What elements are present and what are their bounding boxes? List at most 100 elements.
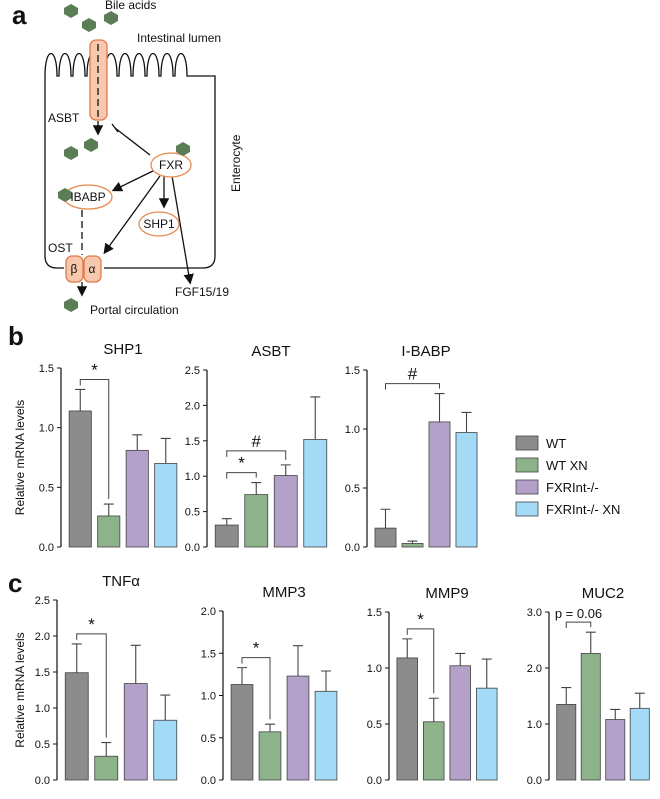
significance-label: * bbox=[417, 610, 424, 629]
bar bbox=[153, 719, 178, 781]
error-bar bbox=[461, 411, 472, 433]
bar bbox=[401, 543, 424, 548]
bar bbox=[455, 432, 478, 548]
shp1-node bbox=[138, 211, 180, 237]
error-bar bbox=[221, 518, 232, 526]
error-bar bbox=[585, 631, 596, 654]
significance-label: # bbox=[408, 365, 418, 384]
significance-label: * bbox=[91, 360, 98, 379]
y-tick-label: 0.0 bbox=[35, 775, 50, 787]
bar bbox=[286, 675, 310, 781]
legend-label: WT XN bbox=[546, 458, 588, 473]
y-tick-label: 2.0 bbox=[201, 606, 216, 618]
y-tick-label: 0.5 bbox=[345, 483, 360, 495]
bar bbox=[273, 475, 298, 548]
error-bar bbox=[160, 437, 171, 464]
label: β bbox=[71, 262, 78, 276]
y-axis-label: Relative mRNA levels bbox=[13, 632, 27, 747]
bar bbox=[64, 672, 89, 781]
label: ASBT bbox=[48, 111, 80, 125]
significance-label: * bbox=[253, 639, 260, 658]
error-bar bbox=[280, 464, 291, 476]
y-tick-label: 0.0 bbox=[345, 542, 360, 554]
fxr-node bbox=[150, 152, 192, 178]
error-bar bbox=[293, 645, 303, 677]
y-tick-label: 0.5 bbox=[185, 507, 200, 519]
significance-label: * bbox=[238, 454, 245, 473]
label: SHP1 bbox=[143, 217, 175, 231]
arrow bbox=[111, 169, 156, 192]
y-tick-label: 1.0 bbox=[367, 663, 382, 675]
y-tick-label: 1.5 bbox=[201, 648, 216, 660]
legend-swatch bbox=[515, 501, 539, 517]
error-bar bbox=[455, 652, 466, 666]
legend-swatch bbox=[515, 457, 539, 473]
legend-swatch bbox=[515, 479, 539, 495]
y-tick-label: 0.5 bbox=[35, 739, 50, 751]
legend-label: FXRInt-/- XN bbox=[546, 502, 620, 517]
label: IBABP bbox=[70, 190, 105, 204]
error-bar bbox=[321, 670, 331, 692]
error-bar bbox=[561, 687, 572, 705]
significance-bracket bbox=[565, 621, 592, 629]
error-bar bbox=[380, 508, 391, 529]
error-bar bbox=[610, 708, 621, 720]
bar bbox=[629, 707, 650, 781]
bar bbox=[230, 684, 254, 781]
label: Portal circulation bbox=[90, 303, 179, 317]
y-tick-label: 1.0 bbox=[39, 423, 54, 435]
y-axis-label: Relative mRNA levels bbox=[13, 400, 27, 515]
error-bar bbox=[103, 503, 114, 516]
label: Intestinal lumen bbox=[137, 31, 221, 45]
panel-label: b bbox=[8, 321, 24, 351]
bar bbox=[449, 665, 471, 781]
bar bbox=[423, 721, 445, 781]
arrow bbox=[103, 175, 161, 255]
bar bbox=[396, 657, 418, 781]
y-tick-label: 1.5 bbox=[367, 607, 382, 619]
error-bar bbox=[428, 697, 439, 722]
significance-label: # bbox=[252, 432, 262, 451]
chart-title: I-BABP bbox=[401, 343, 450, 360]
y-tick-label: 0.0 bbox=[367, 775, 382, 787]
y-tick-label: 0.5 bbox=[367, 719, 382, 731]
panel-label: c bbox=[8, 568, 22, 598]
bar bbox=[556, 704, 577, 781]
significance-label: * bbox=[88, 615, 95, 634]
y-tick-label: 1.0 bbox=[201, 691, 216, 703]
y-tick-label: 1.0 bbox=[345, 424, 360, 436]
chart-title: SHP1 bbox=[103, 341, 142, 358]
ost-beta bbox=[65, 255, 84, 283]
y-tick-label: 0.0 bbox=[39, 542, 54, 554]
bar bbox=[244, 494, 269, 548]
bar bbox=[476, 687, 498, 781]
significance-bracket bbox=[76, 633, 107, 738]
y-tick-label: 3.0 bbox=[527, 607, 542, 619]
chart-title: MMP3 bbox=[262, 584, 305, 601]
legend-label: FXRInt-/- bbox=[546, 480, 599, 495]
chart-title: ASBT bbox=[251, 343, 290, 360]
bar bbox=[314, 690, 338, 781]
error-bar bbox=[310, 396, 321, 440]
bar bbox=[94, 755, 119, 781]
error-bar bbox=[434, 393, 445, 422]
y-tick-label: 2.5 bbox=[185, 365, 200, 377]
bile-acid-icons bbox=[58, 4, 190, 312]
bar bbox=[605, 719, 626, 781]
arrow bbox=[171, 175, 194, 285]
ost-alpha bbox=[83, 255, 102, 283]
significance-bracket bbox=[241, 657, 271, 720]
error-bar bbox=[71, 643, 82, 673]
y-tick-label: 0.0 bbox=[527, 775, 542, 787]
significance-bracket bbox=[385, 383, 440, 390]
chart-title: MMP9 bbox=[425, 585, 468, 602]
bar bbox=[214, 524, 239, 548]
y-tick-label: 1.5 bbox=[185, 436, 200, 448]
error-bar bbox=[160, 694, 171, 721]
legend-swatch bbox=[515, 435, 539, 451]
y-tick-label: 1.5 bbox=[345, 365, 360, 377]
label: FXR bbox=[159, 158, 183, 172]
error-bar bbox=[402, 638, 413, 658]
y-tick-label: 0.0 bbox=[185, 542, 200, 554]
